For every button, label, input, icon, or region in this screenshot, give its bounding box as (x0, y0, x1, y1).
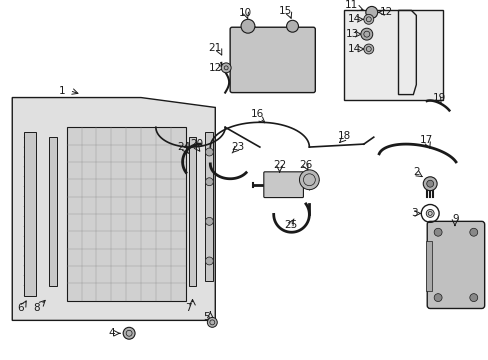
Text: 20: 20 (189, 139, 203, 149)
Text: 9: 9 (452, 214, 458, 224)
Circle shape (469, 294, 477, 302)
Bar (426, 241, 431, 291)
FancyBboxPatch shape (263, 172, 303, 198)
Text: 6: 6 (17, 303, 23, 314)
Text: 4: 4 (108, 328, 114, 338)
Circle shape (205, 217, 213, 225)
Text: 15: 15 (279, 6, 292, 17)
Circle shape (433, 294, 441, 302)
Circle shape (433, 228, 441, 236)
Circle shape (426, 180, 433, 187)
FancyBboxPatch shape (230, 27, 315, 93)
Circle shape (205, 257, 213, 265)
Text: 24: 24 (177, 142, 190, 152)
FancyBboxPatch shape (427, 221, 484, 309)
Text: 23: 23 (231, 142, 244, 152)
Bar (188, 137, 196, 286)
Text: 7: 7 (185, 303, 191, 314)
Circle shape (360, 28, 372, 40)
Bar (205, 132, 213, 281)
Circle shape (423, 177, 436, 191)
Circle shape (363, 44, 373, 54)
Circle shape (207, 318, 217, 327)
Text: 5: 5 (203, 312, 209, 323)
Text: 2: 2 (412, 167, 419, 177)
Circle shape (426, 210, 433, 217)
Text: 3: 3 (410, 208, 417, 219)
Circle shape (221, 63, 231, 73)
Circle shape (205, 178, 213, 186)
Circle shape (299, 170, 319, 190)
Text: 18: 18 (337, 131, 350, 141)
Text: 8: 8 (34, 303, 40, 314)
Bar (344, 10, 442, 99)
Text: 16: 16 (251, 109, 264, 120)
Circle shape (363, 14, 373, 24)
Circle shape (241, 19, 254, 33)
Polygon shape (66, 127, 185, 301)
Circle shape (205, 148, 213, 156)
Text: 14: 14 (346, 14, 360, 24)
Text: 17: 17 (419, 135, 432, 145)
Text: 11: 11 (344, 0, 357, 10)
Text: 14: 14 (346, 44, 360, 54)
Circle shape (365, 6, 377, 18)
Text: 21: 21 (208, 43, 222, 53)
Text: 19: 19 (431, 93, 445, 103)
Text: 12: 12 (208, 63, 222, 73)
Bar (24, 132, 36, 296)
Circle shape (286, 20, 298, 32)
Text: 25: 25 (284, 220, 297, 230)
Circle shape (469, 228, 477, 236)
Text: 1: 1 (59, 86, 65, 96)
Polygon shape (12, 98, 215, 320)
Text: 22: 22 (272, 160, 285, 170)
Text: 13: 13 (345, 29, 358, 39)
Bar (49, 137, 57, 286)
Circle shape (123, 327, 135, 339)
Text: 10: 10 (238, 8, 251, 18)
Text: 12: 12 (379, 7, 392, 17)
Text: 26: 26 (298, 160, 311, 170)
